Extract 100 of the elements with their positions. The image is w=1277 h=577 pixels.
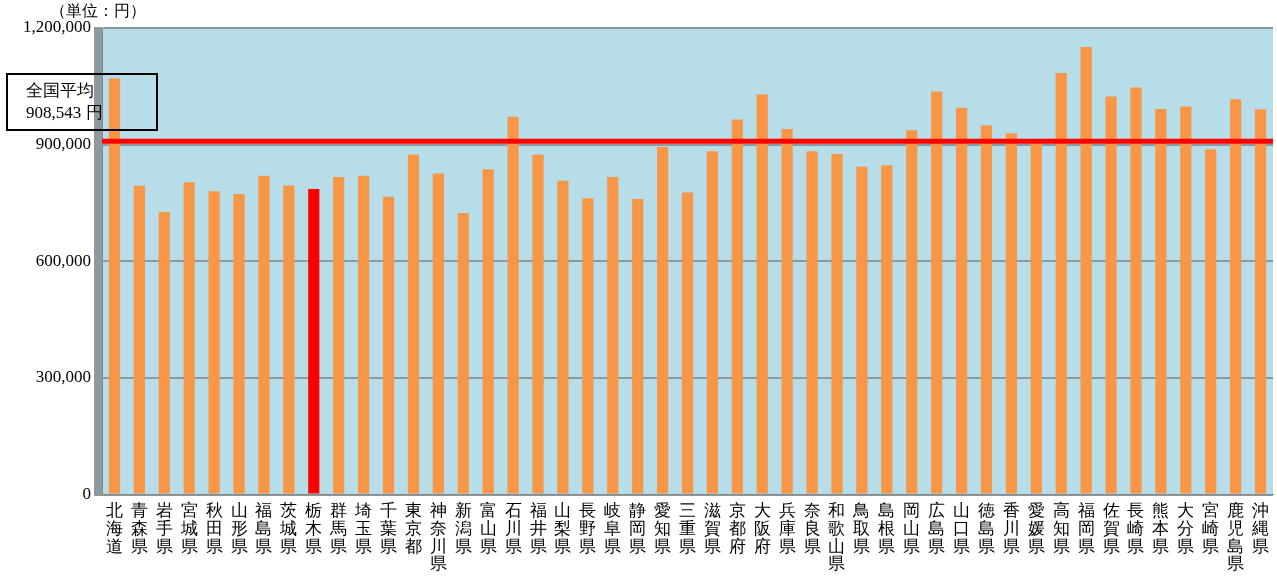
bar [656, 146, 669, 494]
x-tick-label: 徳島県 [977, 499, 995, 556]
x-tick-label: 神奈川県 [429, 499, 447, 574]
bar [407, 154, 420, 494]
x-tick-label: 大阪府 [753, 499, 771, 556]
x-tick-label: 岡山県 [903, 499, 921, 556]
x-tick-label: 鳥取県 [852, 499, 871, 556]
bar [482, 169, 494, 494]
x-tick-label: 滋賀県 [703, 499, 721, 556]
x-tick-label: 秋田県 [205, 499, 223, 556]
bar [158, 211, 170, 494]
x-tick-label: 長崎県 [1127, 499, 1145, 556]
bar [582, 198, 594, 494]
x-tick-label: 島根県 [878, 499, 896, 556]
x-tick-label: 広島県 [928, 499, 946, 556]
bar [781, 129, 793, 494]
x-tick-label: 奈良県 [803, 499, 821, 556]
bar [1030, 143, 1042, 494]
x-tick-label: 和歌山県 [828, 499, 846, 574]
x-tick-label: 栃木県 [305, 499, 323, 556]
bar [856, 166, 868, 494]
bar [108, 78, 121, 494]
bar [532, 154, 544, 494]
x-tick-label: 茨城県 [279, 499, 298, 556]
bar [931, 91, 943, 494]
bar [557, 180, 569, 494]
x-tick-label: 熊本県 [1152, 499, 1170, 556]
bar [1080, 47, 1092, 494]
x-tick-label: 宮崎県 [1202, 499, 1220, 556]
bar [258, 175, 270, 494]
bar [333, 176, 345, 494]
bar [133, 185, 145, 494]
x-tick-label: 埼玉県 [354, 499, 373, 556]
bar [432, 173, 444, 494]
x-tick-label: 山形県 [230, 499, 248, 556]
x-tick-label: 福島県 [255, 499, 273, 556]
x-tick-label: 青森県 [130, 499, 148, 556]
x-tick-label: 愛媛県 [1027, 499, 1045, 556]
bar [1230, 99, 1242, 494]
x-tick-label: 富山県 [479, 499, 497, 556]
y-tick-label: 900,000 [35, 134, 91, 154]
x-tick-label: 沖縄県 [1251, 499, 1270, 556]
bar [208, 191, 220, 494]
bar [806, 151, 818, 494]
x-tick-label: 京都府 [728, 499, 746, 556]
bar [283, 185, 295, 494]
x-tick-label: 北海道 [105, 499, 123, 556]
bar [382, 196, 395, 494]
x-tick-label: 大分県 [1177, 499, 1195, 556]
x-tick-label: 鹿児島県 [1227, 499, 1245, 574]
x-tick-label: 福井県 [529, 499, 547, 556]
x-tick-label: 宮城県 [179, 499, 198, 556]
x-tick-label: 香川県 [1002, 499, 1020, 556]
x-tick-label: 三重県 [679, 499, 696, 556]
text: （単位：円） [50, 2, 146, 20]
bar [955, 107, 968, 494]
bar [1155, 108, 1167, 494]
bar [233, 194, 245, 494]
bar [1205, 149, 1217, 494]
callout-box: 全国平均 908,543 円 [6, 73, 158, 132]
x-tick-label: 愛知県 [654, 499, 672, 556]
bar [1055, 73, 1067, 494]
x-tick-label: 高知県 [1052, 499, 1070, 556]
bar [1254, 109, 1267, 494]
bar [183, 182, 195, 494]
bar [507, 116, 519, 494]
bar [607, 176, 619, 494]
bar [457, 213, 469, 494]
bar [731, 119, 743, 494]
bar [906, 130, 918, 494]
x-tick-label: 新潟県 [454, 499, 472, 556]
bar [308, 188, 320, 494]
x-tick-label: 千葉県 [380, 499, 398, 556]
bar [681, 192, 694, 494]
bar [756, 94, 768, 494]
bar [1105, 96, 1117, 494]
y-tick-label: 600,000 [35, 250, 91, 270]
x-tick-label: 東京都 [404, 499, 422, 556]
bar [1130, 87, 1142, 494]
bar [358, 175, 370, 494]
x-tick-label: 長野県 [579, 499, 597, 556]
bar [980, 125, 993, 494]
x-tick-label: 岩手県 [155, 499, 173, 556]
x-tick-label: 静岡県 [629, 499, 647, 556]
x-tick-label: 山口県 [953, 499, 971, 556]
x-tick-label: 福岡県 [1077, 499, 1095, 556]
bar [632, 199, 644, 494]
bar [831, 153, 843, 494]
bar [1005, 133, 1017, 494]
y-tick-label: 0 [82, 484, 91, 504]
y-tick-label: 300,000 [35, 367, 91, 387]
x-tick-label: 石川県 [504, 499, 522, 556]
x-tick-label: 兵庫県 [778, 499, 796, 556]
bar [1180, 106, 1192, 494]
bar [881, 165, 893, 494]
x-tick-label: 群馬県 [329, 499, 348, 556]
x-tick-label: 岐阜県 [604, 499, 622, 556]
x-tick-label: 佐賀県 [1102, 499, 1120, 556]
x-tick-label: 山梨県 [554, 499, 572, 556]
bar [706, 151, 719, 494]
